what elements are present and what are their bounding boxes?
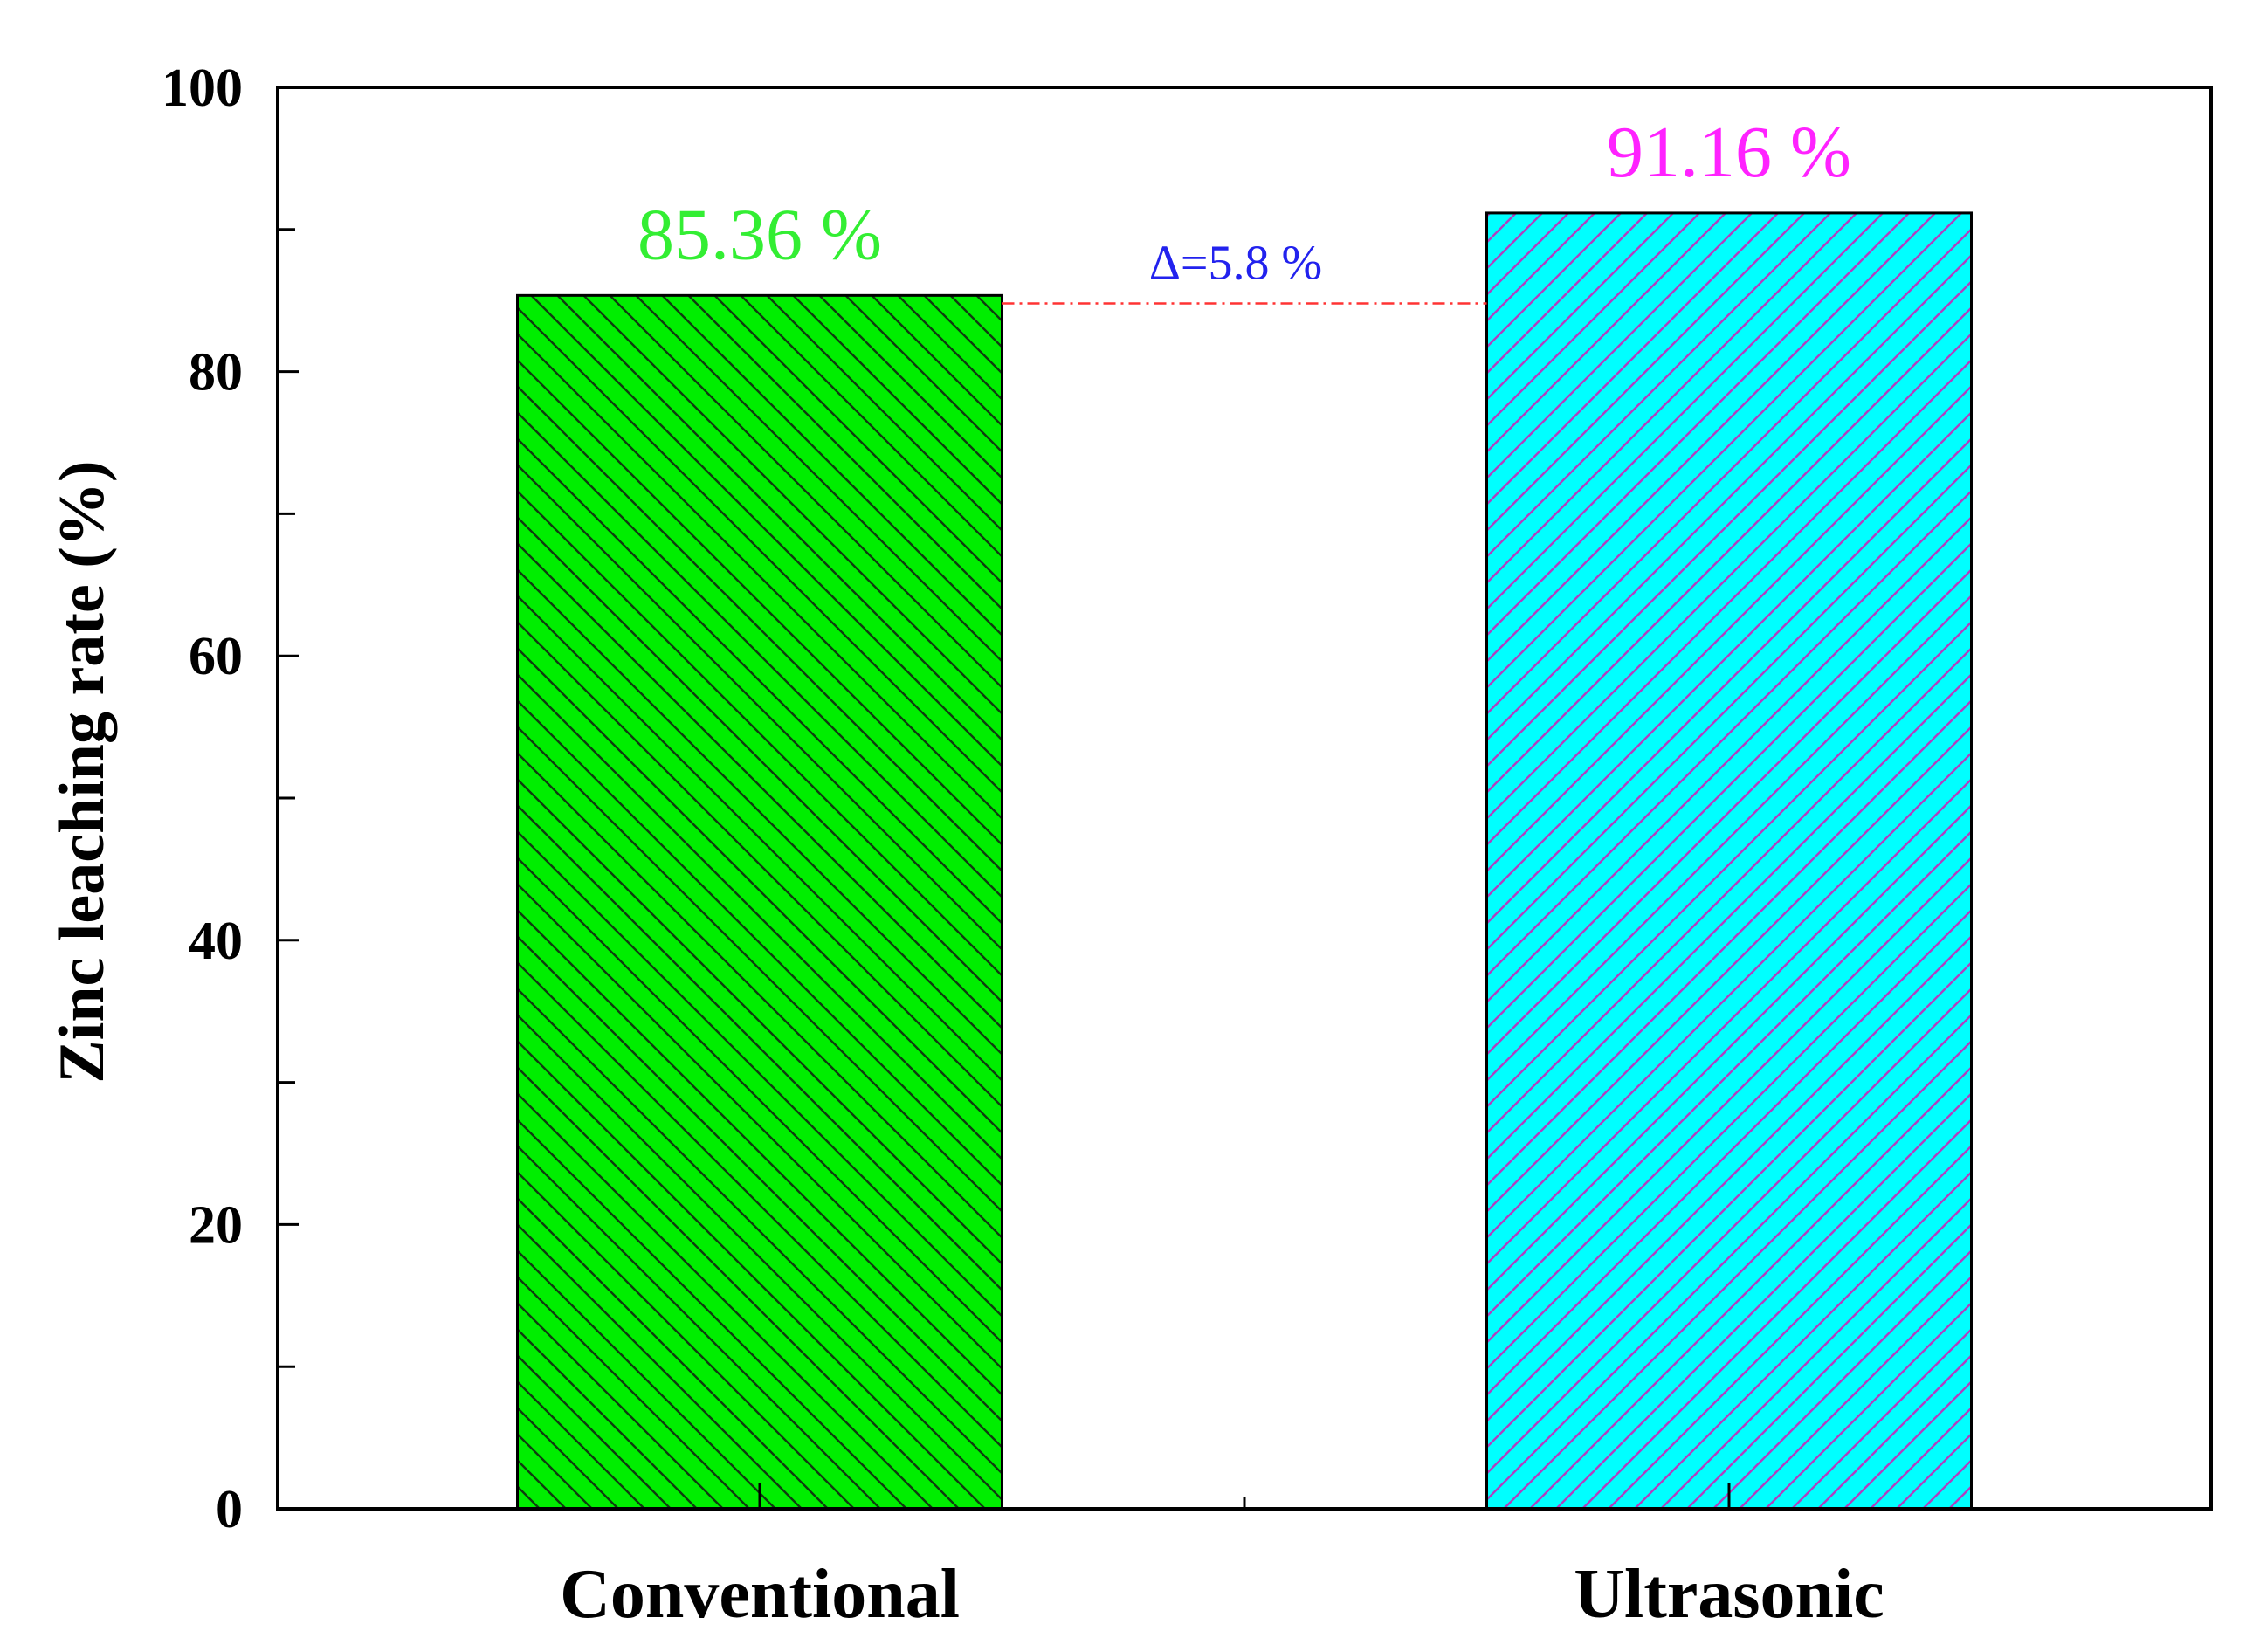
y-tick-label: 20 (189, 1195, 243, 1255)
axes-layer (276, 86, 2213, 1511)
y-axis-title: Zinc leaching rate (%) (46, 460, 118, 1083)
y-tick-label: 40 (189, 912, 243, 971)
x-tick-label-conventional: Conventional (560, 1556, 960, 1633)
y-tick-label: 100 (162, 59, 243, 118)
x-tick-label-ultrasonic: Ultrasonic (1574, 1556, 1884, 1633)
difference-annotation: Δ=5.8 % (1149, 236, 1322, 290)
bars-layer (516, 211, 1973, 1511)
y-tick-label: 0 (216, 1480, 243, 1539)
y-tick-label: 80 (189, 343, 243, 403)
bar-ultrasonic (1485, 211, 1973, 1511)
data-label-ultrasonic: 91.16 % (1607, 112, 1851, 193)
bar-conventional (516, 293, 1003, 1511)
annotation-layer: Δ=5.8 % (1002, 236, 1487, 305)
y-tick-label: 60 (189, 627, 243, 686)
data-label-conventional: 85.36 % (637, 194, 882, 275)
labels-layer: 85.36 % Conventional 91.16 % Ultrasonic 0 20 4… (162, 59, 1884, 1633)
